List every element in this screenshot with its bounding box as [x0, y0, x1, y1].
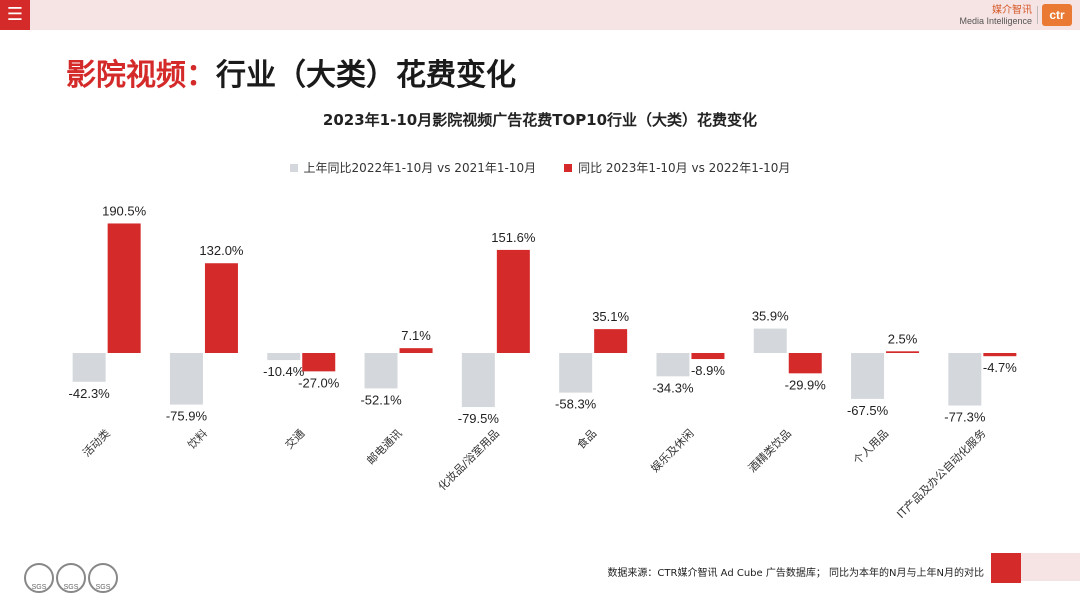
category-label: IT产品及办公自动化服务 [894, 426, 989, 521]
bar-prev-year [656, 353, 690, 377]
legend-label-prev: 上年同比2022年1-10月 vs 2021年1-10月 [303, 161, 537, 175]
brand-name-cn: 媒介智讯 [992, 5, 1032, 16]
bar-current-year [302, 353, 336, 372]
data-label: -10.4% [263, 364, 305, 379]
data-label: -42.3% [69, 386, 111, 401]
data-label: -75.9% [166, 409, 208, 424]
data-label: 132.0% [199, 243, 244, 258]
bar-current-year [594, 329, 628, 353]
brand-text: 媒介智讯 Media Intelligence [959, 5, 1032, 26]
data-label: -27.0% [298, 375, 340, 390]
category-label: 活动类 [80, 426, 113, 459]
category-label: 邮电通讯 [364, 427, 404, 467]
menu-button[interactable]: ☰ [0, 0, 30, 30]
category-label: 交通 [282, 426, 307, 451]
bar-prev-year [169, 353, 203, 405]
page-title-rest: 行业（大类）花费变化 [216, 58, 516, 93]
data-source-note: 数据来源：CTR媒介智讯 Ad Cube 广告数据库； 同比为本年的N月与上年N… [607, 568, 984, 579]
data-label: -29.9% [785, 377, 827, 392]
bar-current-year [204, 263, 238, 353]
page-title-highlight: 影院视频： [66, 58, 216, 93]
data-label: 7.1% [401, 328, 431, 343]
data-label: 151.6% [491, 230, 536, 245]
data-label: -52.1% [360, 392, 402, 407]
certification-seals: SGS SGS SGS [24, 563, 118, 593]
data-label: -79.5% [458, 411, 500, 426]
bar-prev-year [72, 353, 106, 382]
category-label: 个人用品 [851, 427, 891, 467]
bar-chart: -42.3% 190.5% 活动类 -75.9% 132.0% 饮料 -10.4%-27.0… [69, 203, 1018, 521]
sgs-seal-icon: SGS [56, 563, 86, 593]
bar-current-year [886, 351, 920, 353]
ctr-logo: ctr [1042, 4, 1072, 26]
data-label: -34.3% [652, 380, 694, 395]
data-label: 35.9% [752, 309, 789, 324]
bar-prev-year [559, 353, 593, 393]
sgs-seal-icon: SGS [24, 563, 54, 593]
brand-divider [1037, 6, 1038, 24]
data-label: 35.1% [592, 309, 629, 324]
data-label: -67.5% [847, 403, 889, 418]
bar-prev-year [461, 353, 495, 408]
bar-prev-year [753, 328, 787, 353]
legend-swatch-prev [289, 163, 298, 172]
data-label: -8.9% [691, 363, 725, 378]
data-label: 2.5% [888, 331, 918, 346]
category-label: 饮料 [185, 426, 210, 451]
category-label: 化妆品/浴室用品 [435, 426, 502, 493]
bar-prev-year [364, 353, 398, 389]
footer-accent [991, 553, 1021, 583]
category-label: 食品 [574, 426, 599, 451]
bar-prev-year [851, 353, 885, 399]
page-title: 影院视频：行业（大类）花费变化 [66, 50, 516, 94]
hamburger-icon: ☰ [6, 4, 24, 25]
category-label: 娱乐及休闲 [648, 426, 697, 475]
bar-current-year [496, 249, 530, 353]
chart-legend: 上年同比2022年1-10月 vs 2021年1-10月 同比 2023年1-1… [0, 159, 1080, 176]
bar-current-year [691, 353, 725, 360]
legend-item-curr: 同比 2023年1-10月 vs 2022年1-10月 [564, 159, 790, 176]
bar-current-year [399, 348, 433, 353]
legend-swatch-curr [564, 163, 573, 172]
legend-label-curr: 同比 2023年1-10月 vs 2022年1-10月 [578, 161, 791, 175]
data-label: 190.5% [102, 203, 147, 218]
sgs-seal-icon: SGS [88, 563, 118, 593]
bar-current-year [788, 353, 822, 374]
chart-title: 2023年1-10月影院视频广告花费TOP10行业（大类）花费变化 [322, 111, 758, 129]
data-label: -58.3% [555, 397, 597, 412]
bar-current-year [983, 353, 1017, 357]
data-label: -77.3% [944, 410, 986, 425]
legend-item-prev: 上年同比2022年1-10月 vs 2021年1-10月 [289, 159, 537, 176]
category-label: 酒精类饮品 [745, 426, 794, 475]
brand-name-en: Media Intelligence [959, 15, 1032, 26]
data-label: -4.7% [983, 360, 1017, 375]
bar-prev-year [948, 353, 982, 406]
bar-prev-year [267, 353, 301, 361]
top-bar [0, 0, 1080, 30]
bar-current-year [107, 223, 141, 353]
